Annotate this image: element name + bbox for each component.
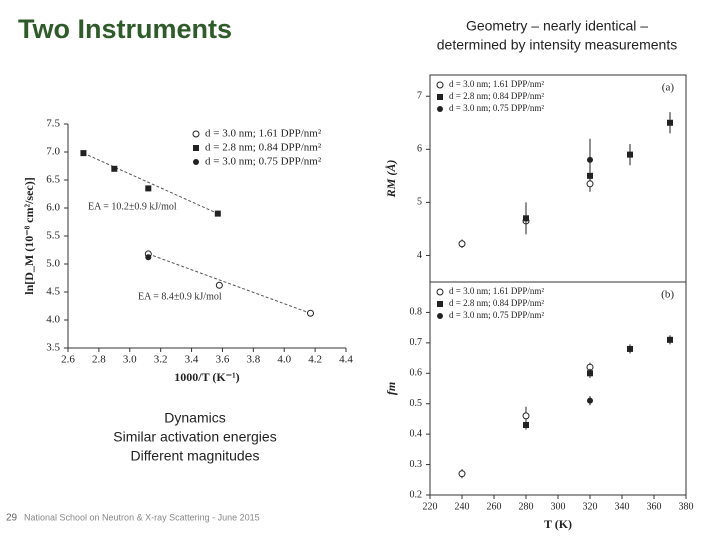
x-tick-label: 360 — [647, 501, 662, 512]
y-tick-label: 0.2 — [410, 489, 423, 500]
x-tick-label: 4.4 — [339, 354, 353, 366]
x-tick-label: 260 — [487, 501, 502, 512]
data-point — [523, 215, 529, 222]
data-point — [458, 240, 466, 248]
y-tick-label: 0.4 — [410, 428, 423, 439]
slide-title: Two Instruments — [18, 14, 232, 44]
data-point — [586, 180, 594, 188]
y-tick-label: 0.6 — [410, 368, 423, 379]
x-tick-label: 3.6 — [216, 354, 230, 366]
y-tick-label: 3.5 — [46, 342, 60, 354]
legend-label: d = 3.0 nm; 0.75 DPP/nm² — [205, 156, 322, 168]
x-tick-label: 380 — [679, 501, 694, 512]
x-tick-label: 240 — [455, 501, 470, 512]
x-tick-label: 2.6 — [61, 354, 75, 366]
data-point — [522, 412, 530, 420]
fit-line — [83, 152, 219, 215]
x-tick-label: 300 — [551, 501, 566, 512]
legend-label: d = 3.0 nm; 0.75 DPP/nm² — [449, 310, 544, 320]
caption: Similar activation energies — [113, 429, 276, 445]
x-tick-label: 3.2 — [154, 354, 168, 366]
x-tick-label: 3.8 — [246, 354, 260, 366]
y-tick-label: 6.0 — [46, 202, 60, 214]
legend-marker — [193, 159, 199, 165]
annotation: EA = 8.4±0.9 kJ/mol — [138, 291, 222, 302]
y-tick-label: 5 — [417, 197, 422, 208]
data-point — [587, 156, 593, 163]
page-number: 29 — [6, 513, 18, 524]
legend-marker — [192, 130, 200, 138]
x-tick-label: 4.0 — [277, 354, 291, 366]
y-tick-label: 5.0 — [46, 258, 60, 270]
data-point — [587, 397, 593, 404]
legend-label: d = 3.0 nm; 1.61 DPP/nm² — [449, 286, 544, 296]
y-axis-label: ln[D_M (10⁻⁸ cm²/sec)] — [22, 177, 36, 295]
legend-label: d = 2.8 nm; 0.84 DPP/nm² — [449, 91, 544, 101]
y-tick-label: 4.5 — [46, 286, 60, 298]
legend-marker — [437, 301, 443, 307]
legend-marker — [437, 313, 443, 319]
data-point — [627, 151, 633, 158]
y-tick-label: 7.5 — [46, 118, 60, 130]
data-point — [214, 210, 221, 217]
panel-label: (a) — [662, 82, 675, 94]
legend-marker — [436, 288, 444, 296]
x-tick-label: 340 — [615, 501, 630, 512]
x-tick-label: 3.0 — [123, 354, 137, 366]
x-axis-label: T (K) — [544, 517, 572, 531]
data-point — [145, 254, 152, 261]
y-tick-label: 7.0 — [46, 146, 60, 158]
legend-label: d = 3.0 nm; 1.61 DPP/nm² — [205, 128, 322, 140]
y-tick-label: 7 — [417, 91, 422, 102]
legend-label: d = 3.0 nm; 0.75 DPP/nm² — [449, 103, 544, 113]
y-tick-label: 4.0 — [46, 314, 60, 326]
x-tick-label: 2.8 — [92, 354, 106, 366]
legend-label: d = 2.8 nm; 0.84 DPP/nm² — [205, 142, 322, 154]
y-tick-label: 6 — [417, 144, 422, 155]
data-point — [458, 470, 466, 478]
annotation: EA = 10.2±0.9 kJ/mol — [88, 201, 177, 212]
caption: Different magnitudes — [131, 448, 260, 464]
x-tick-label: 280 — [519, 501, 534, 512]
legend-label: d = 2.8 nm; 0.84 DPP/nm² — [449, 298, 544, 308]
data-point — [111, 165, 118, 172]
x-tick-label: 4.2 — [308, 354, 322, 366]
y-tick-label: 4 — [417, 250, 422, 261]
y-tick-label: 5.5 — [46, 230, 60, 242]
data-point — [667, 336, 673, 343]
x-tick-label: 320 — [583, 501, 598, 512]
data-point — [306, 309, 314, 317]
caption: Dynamics — [164, 410, 225, 426]
data-point — [667, 119, 673, 126]
legend-label: d = 3.0 nm; 1.61 DPP/nm² — [449, 79, 544, 89]
y-axis-label: fm — [384, 382, 398, 395]
x-tick-label: 220 — [423, 501, 438, 512]
data-point — [80, 150, 87, 157]
data-point — [627, 345, 633, 352]
right-heading: Geometry – nearly identical – — [466, 18, 648, 34]
data-point — [523, 422, 529, 429]
fit-line — [148, 253, 311, 314]
data-point — [587, 370, 593, 377]
legend-marker — [193, 145, 199, 151]
data-point — [215, 281, 223, 289]
y-tick-label: 0.3 — [410, 459, 423, 470]
data-point — [145, 185, 152, 192]
right-heading: determined by intensity measurements — [437, 37, 677, 53]
x-axis-label: 1000/T (K⁻¹) — [174, 370, 239, 384]
legend-marker — [437, 106, 443, 112]
y-tick-label: 0.8 — [410, 307, 423, 318]
legend-marker — [436, 81, 444, 89]
y-tick-label: 0.5 — [410, 398, 423, 409]
y-tick-label: 6.5 — [46, 174, 60, 186]
y-axis-label: RM (Å) — [384, 160, 398, 199]
x-tick-label: 3.4 — [185, 354, 199, 366]
y-tick-label: 0.7 — [410, 337, 423, 348]
legend-marker — [437, 94, 443, 100]
footer: National School on Neutron & X-ray Scatt… — [24, 512, 260, 522]
panel-label: (b) — [661, 289, 674, 301]
